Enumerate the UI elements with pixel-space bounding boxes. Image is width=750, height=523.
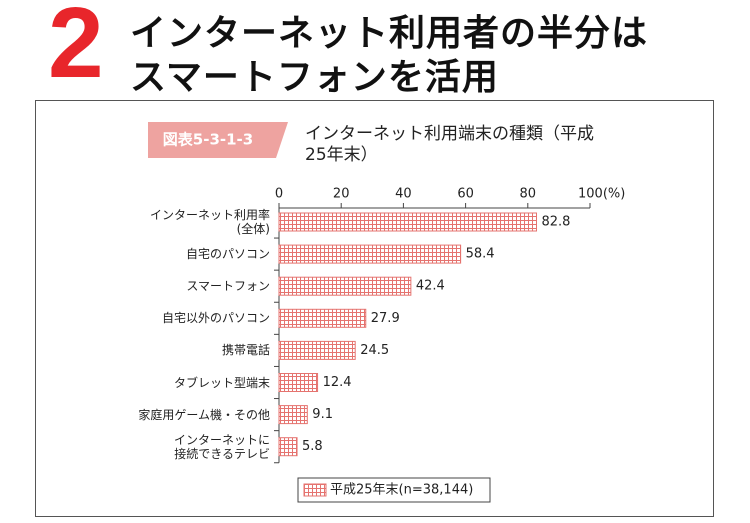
- value-label: 58.4: [466, 247, 495, 262]
- y-tick-label: 携帯電話: [221, 343, 270, 358]
- y-tick-label: 自宅のパソコン: [185, 247, 270, 262]
- y-tick-label: タブレット型端末: [173, 375, 270, 390]
- legend-swatch: [303, 483, 327, 497]
- x-tick-label: 0: [275, 187, 283, 202]
- y-tick-label: インターネット利用率 (全体): [149, 208, 270, 236]
- x-tick-label: 20: [333, 187, 350, 202]
- frame: [35, 100, 714, 517]
- bar: [278, 437, 298, 457]
- bar: [278, 308, 367, 328]
- y-tick-label: インターネットに 接続できるテレビ: [173, 432, 270, 461]
- y-tick-label: 家庭用ゲーム機・その他: [138, 407, 270, 422]
- heading: スマートフォンを活用: [130, 57, 499, 98]
- section-number: 2: [48, 0, 104, 99]
- y-tick-label: 自宅以外のパソコン: [161, 311, 270, 326]
- bar: [278, 212, 538, 232]
- legend-box: [297, 477, 491, 503]
- value-label: 27.9: [371, 311, 400, 326]
- x-tick-label: 60: [457, 187, 474, 202]
- x-tick-label: 100(%): [578, 187, 625, 202]
- heading: インターネット利用者の半分は: [130, 13, 649, 54]
- value-label: 42.4: [416, 279, 445, 294]
- bar: [278, 340, 356, 360]
- value-label: 9.1: [312, 407, 333, 422]
- x-tick-label: 80: [520, 187, 537, 202]
- x-tick-label: 40: [395, 187, 412, 202]
- value-label: 24.5: [360, 343, 389, 358]
- bar: [278, 405, 308, 425]
- legend-label: 平成25年末(n=38,144): [330, 483, 473, 498]
- bar: [278, 276, 412, 296]
- value-label: 12.4: [323, 375, 352, 390]
- figure-label-box: 図表5-3-1-3: [148, 122, 288, 158]
- chart-title: インターネット利用端末の種類（平成 25年末）: [305, 124, 594, 165]
- bar: [278, 373, 319, 392]
- bar: [278, 244, 462, 264]
- figure-label: 図表5-3-1-3: [163, 131, 253, 149]
- value-label: 82.8: [542, 215, 571, 230]
- y-tick-label: スマートフォン: [186, 279, 270, 294]
- value-label: 5.8: [302, 439, 323, 454]
